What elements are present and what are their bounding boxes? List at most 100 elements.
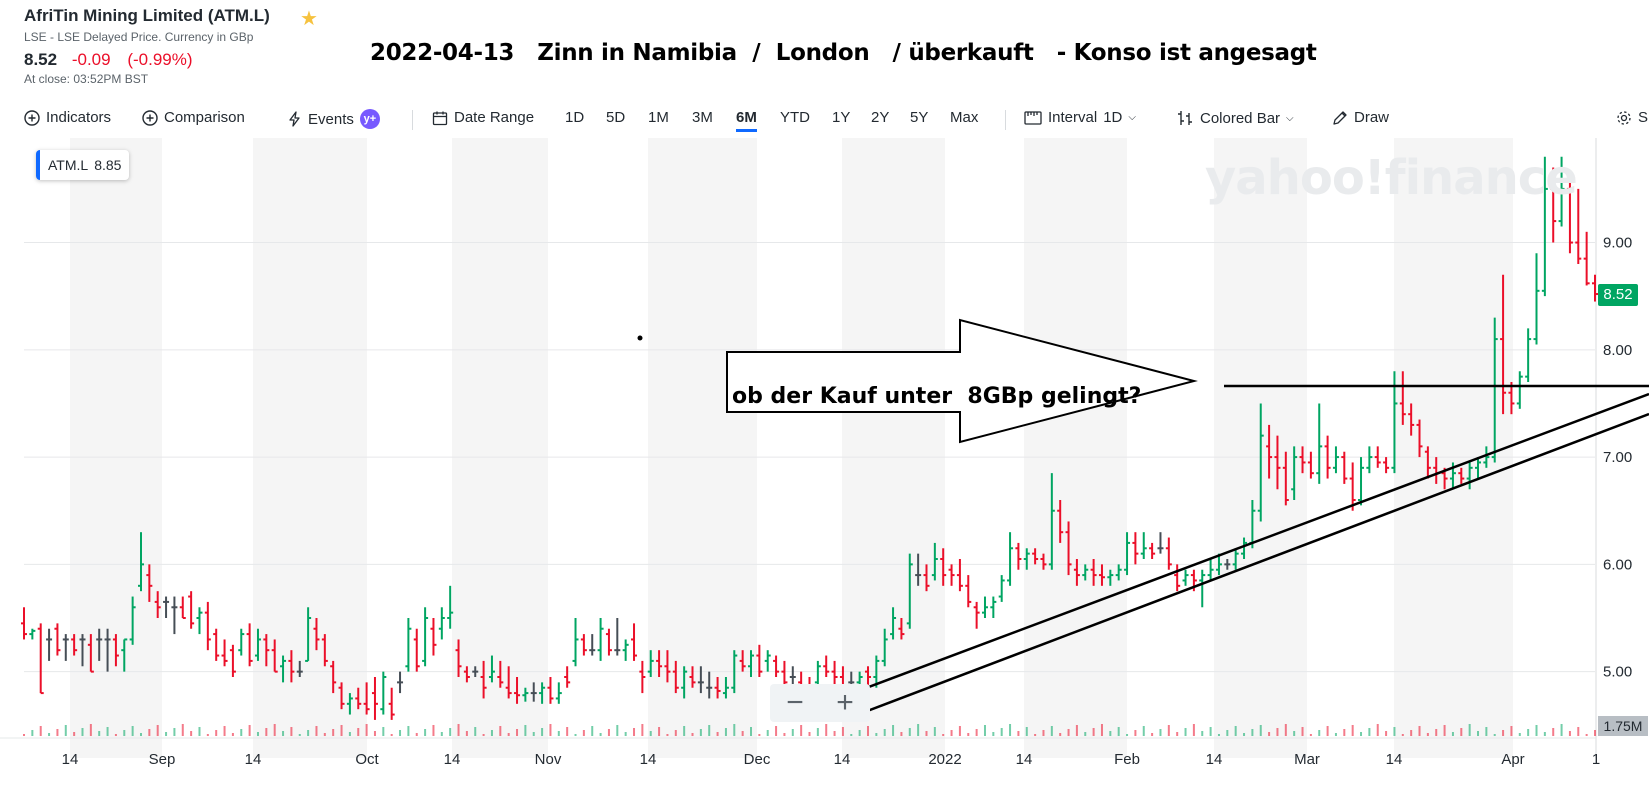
ohlc-bar [1199,569,1206,608]
volume-bar [106,727,109,736]
draw-button[interactable]: Draw [1332,109,1389,126]
ohlc-bar [672,660,679,694]
volume-bar [290,727,293,736]
range-1y[interactable]: 1Y [832,109,851,126]
chart-canvas[interactable]: 5.00 6.00 7.00 8.00 9.00 14 Sep 14 Oct 14 Nov 14 Dec… [0,138,1649,794]
ohlc-bar [965,575,972,608]
price-change: -0.09 [71,50,111,69]
ohlc-bar [1592,274,1598,302]
ohlc-bar [1140,532,1147,559]
ohlc-bar [547,677,554,704]
events-label: Events [308,110,354,128]
lower-trendline [861,412,1649,715]
toolbar-divider [1005,110,1006,130]
volume-bar [708,725,711,736]
volume-bar [950,730,953,736]
volume-bar [1393,727,1396,736]
settings-button[interactable]: S [1616,109,1648,126]
events-button[interactable]: Events y+ [288,109,380,129]
zoom-in-button[interactable]: + [836,686,854,719]
volume-bar [975,729,978,736]
ohlc-bar [597,618,604,661]
volume-bar [983,725,986,736]
range-3m[interactable]: 3M [692,109,713,126]
volume-bar [917,724,920,736]
volume-bar [1552,728,1555,736]
y-tick-label: 6.00 [1603,556,1632,573]
comparison-button[interactable]: Comparison [142,109,245,126]
volume-bar [1276,728,1279,736]
ohlc-bar [831,660,838,688]
ohlc-bar [530,682,537,702]
volume-bar [541,728,544,736]
volume-bar [775,726,778,736]
range-6m[interactable]: 6M [736,109,757,132]
volume-bar [474,727,477,736]
price-row: 8.52 -0.09 (-0.99%) [24,50,205,70]
ohlc-bar [413,628,420,672]
y-tick-label: 9.00 [1603,235,1632,252]
ohlc-bar [1416,419,1423,458]
close-time: At close: 03:52PM BST [24,72,149,86]
series-legend[interactable]: ATM.L 8.85 [36,150,130,180]
volume-bar [1067,729,1070,736]
volume-bar [1109,731,1112,736]
range-1m[interactable]: 1M [648,109,669,126]
volume-bar [173,728,176,736]
volume-bar [31,730,34,736]
volume-bar [808,732,811,736]
volume-bar [1142,726,1145,736]
ohlc-bar [1533,253,1540,345]
price-chart[interactable]: 5.00 6.00 7.00 8.00 9.00 14 Sep 14 Oct 14 Nov 14 Dec… [0,138,1649,794]
ohlc-bar [263,634,270,667]
ohlc-bar [1558,156,1565,227]
ohlc-bar [1583,231,1590,286]
ohlc-bar [338,682,345,710]
star-icon[interactable]: ★ [300,8,318,30]
toolbar-divider [412,110,413,130]
chart-type-button[interactable]: Colored Bar ⌵ [1176,109,1294,127]
volume-bar [323,733,326,736]
month-band [452,138,548,758]
ohlc-bar [405,618,412,672]
ohlc-bar [1291,446,1298,500]
range-5d[interactable]: 5D [606,109,626,126]
volume-bar [1418,726,1421,736]
zoom-out-button[interactable]: − [786,686,804,719]
volume-bar [800,725,803,736]
ohlc-bar [1508,382,1515,415]
annotation-dot [637,335,643,341]
ohlc-bar [163,596,170,618]
volume-bar [633,728,636,736]
ohlc-bar [1257,403,1264,522]
ohlc-bar [706,671,713,699]
ohlc-bar [981,596,988,618]
ohlc-bar [447,585,454,629]
ohlc-bar [46,628,53,661]
indicators-button[interactable]: Indicators [24,109,111,126]
range-5y[interactable]: 5Y [910,109,929,126]
ohlc-bar [438,607,445,640]
interval-button[interactable]: Interval 1D ⌵ [1024,109,1136,126]
volume-bar [1543,732,1546,736]
volume-bar [1368,728,1371,736]
ohlc-bar [940,548,947,586]
legend-value: 8.85 [94,157,122,173]
ohlc-bar [1232,548,1239,570]
ohlc-bar [664,650,671,683]
range-max[interactable]: Max [950,109,979,126]
volume-bar [248,725,251,736]
volume-bar [440,732,443,736]
range-ytd[interactable]: YTD [780,109,810,126]
ohlc-bar [1098,564,1105,586]
draw-label: Draw [1354,109,1390,126]
ohlc-bar [79,634,86,667]
ohlc-bar [898,618,905,640]
range-1d[interactable]: 1D [565,109,585,126]
volume-bar [1293,731,1296,736]
date-range-button[interactable]: Date Range [432,109,534,126]
range-2y[interactable]: 2Y [871,109,890,126]
ohlc-bar [1341,451,1348,484]
volume-bar [373,731,376,736]
volume-bar [298,734,301,736]
